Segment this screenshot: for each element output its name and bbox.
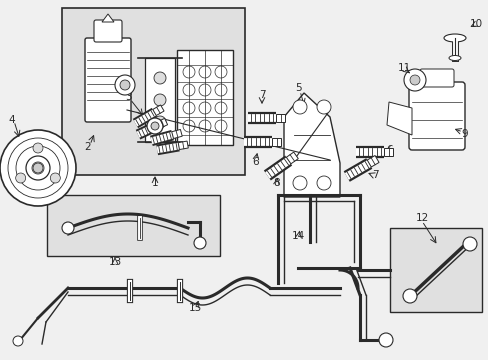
Text: 12: 12 — [414, 213, 428, 223]
Text: 9: 9 — [461, 129, 468, 139]
Circle shape — [147, 118, 163, 134]
Polygon shape — [271, 138, 281, 146]
Circle shape — [316, 176, 330, 190]
Circle shape — [409, 75, 419, 85]
Polygon shape — [386, 102, 411, 135]
Circle shape — [33, 143, 43, 153]
Circle shape — [33, 163, 43, 173]
Polygon shape — [102, 14, 114, 22]
Circle shape — [403, 69, 425, 91]
FancyBboxPatch shape — [94, 20, 122, 42]
Circle shape — [151, 122, 159, 130]
Circle shape — [154, 72, 165, 84]
Circle shape — [50, 173, 60, 183]
Circle shape — [183, 120, 195, 132]
Circle shape — [292, 100, 306, 114]
FancyBboxPatch shape — [85, 38, 131, 122]
Polygon shape — [178, 141, 188, 149]
Circle shape — [8, 138, 68, 198]
Text: 14: 14 — [291, 231, 304, 241]
Circle shape — [16, 146, 60, 190]
FancyBboxPatch shape — [177, 50, 232, 145]
Polygon shape — [366, 156, 378, 167]
Text: 4: 4 — [9, 115, 15, 125]
Polygon shape — [284, 93, 339, 197]
Text: 3: 3 — [124, 92, 131, 102]
Text: 8: 8 — [273, 178, 280, 188]
Circle shape — [215, 102, 226, 114]
Circle shape — [32, 162, 44, 174]
Circle shape — [183, 84, 195, 96]
Circle shape — [13, 336, 23, 346]
FancyBboxPatch shape — [419, 69, 453, 87]
FancyBboxPatch shape — [389, 228, 481, 312]
Circle shape — [199, 120, 210, 132]
Text: 6: 6 — [386, 145, 392, 155]
Circle shape — [215, 120, 226, 132]
Circle shape — [154, 116, 165, 128]
Ellipse shape — [443, 34, 465, 42]
Circle shape — [199, 102, 210, 114]
Circle shape — [16, 173, 26, 183]
Circle shape — [462, 237, 476, 251]
Circle shape — [215, 84, 226, 96]
FancyBboxPatch shape — [47, 195, 220, 256]
Circle shape — [215, 66, 226, 78]
Circle shape — [115, 75, 135, 95]
Polygon shape — [275, 114, 285, 122]
Circle shape — [199, 84, 210, 96]
Polygon shape — [156, 118, 167, 129]
Text: 7: 7 — [371, 170, 378, 180]
Polygon shape — [286, 152, 298, 164]
Text: 2: 2 — [84, 142, 91, 152]
Polygon shape — [383, 148, 392, 156]
Text: 1: 1 — [151, 178, 158, 188]
Text: 15: 15 — [188, 303, 201, 313]
Circle shape — [378, 333, 392, 347]
FancyBboxPatch shape — [62, 8, 244, 175]
Ellipse shape — [448, 55, 460, 60]
Circle shape — [0, 130, 76, 206]
FancyBboxPatch shape — [408, 82, 464, 150]
Text: 10: 10 — [468, 19, 482, 29]
Circle shape — [402, 289, 416, 303]
Text: 6: 6 — [252, 157, 259, 167]
Text: 5: 5 — [294, 83, 301, 93]
Circle shape — [183, 66, 195, 78]
Text: 7: 7 — [258, 90, 265, 100]
FancyBboxPatch shape — [145, 58, 175, 142]
Polygon shape — [171, 130, 182, 139]
Circle shape — [183, 102, 195, 114]
Text: 13: 13 — [108, 257, 122, 267]
Text: 11: 11 — [397, 63, 410, 73]
Circle shape — [62, 222, 74, 234]
Circle shape — [194, 237, 205, 249]
Circle shape — [199, 66, 210, 78]
Circle shape — [154, 94, 165, 106]
Circle shape — [316, 100, 330, 114]
Polygon shape — [152, 105, 164, 116]
Circle shape — [26, 156, 50, 180]
Circle shape — [120, 80, 130, 90]
Circle shape — [292, 176, 306, 190]
